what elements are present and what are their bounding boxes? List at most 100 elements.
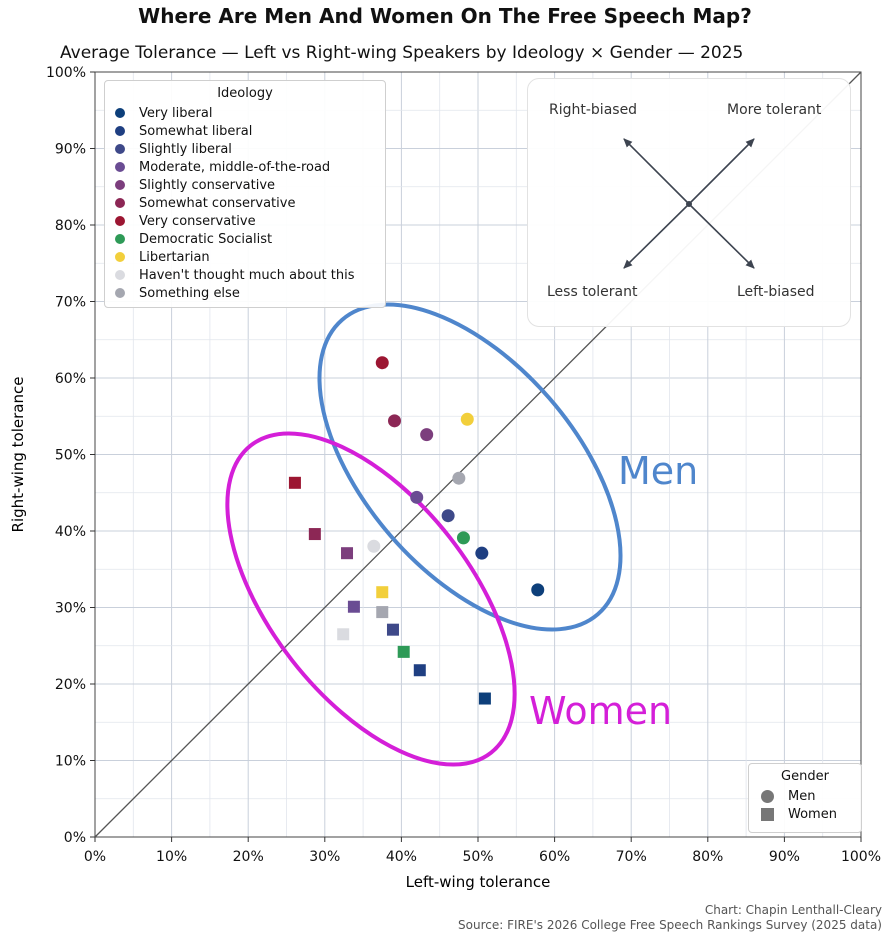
women-point [341, 547, 354, 560]
men-annotation: Men [618, 449, 698, 493]
ideology-legend-item: Very liberal [105, 104, 385, 122]
gender-legend-title: Gender [781, 769, 829, 784]
y-tick-label: 60% [55, 371, 86, 387]
ideology-legend-item: Slightly liberal [105, 140, 385, 158]
ideology-legend-label: Very conservative [139, 213, 256, 229]
men-point [420, 428, 434, 442]
x-tick-label: 60% [539, 849, 570, 865]
men-point [388, 414, 402, 428]
women-ellipse [225, 431, 517, 767]
ideology-legend-item: Somewhat conservative [105, 194, 385, 212]
chart-subtitle: Average Tolerance — Left vs Right-wing S… [60, 43, 744, 63]
square-marker-icon [761, 807, 774, 821]
y-tick-label: 0% [64, 830, 86, 846]
women-point [347, 600, 360, 613]
ideology-legend-item: Moderate, middle-of-the-road [105, 158, 385, 176]
data-points [288, 356, 545, 705]
y-axis-label: Right-wing tolerance [9, 377, 27, 533]
legend-dot-icon [115, 180, 125, 190]
women-point [413, 664, 426, 677]
x-tick-label: 40% [386, 849, 417, 865]
ideology-legend-label: Somewhat liberal [139, 123, 253, 139]
arrow-left-biased [688, 203, 755, 269]
x-tick-label: 80% [692, 849, 723, 865]
x-tick-label: 20% [233, 849, 264, 865]
y-tick-label: 20% [55, 677, 86, 693]
ideology-legend-label: Libertarian [139, 249, 210, 265]
x-tick-label: 10% [156, 849, 187, 865]
legend-dot-icon [115, 234, 125, 244]
x-axis-label: Left-wing tolerance [406, 873, 551, 891]
men-point [410, 490, 424, 504]
ideology-legend-label: Very liberal [139, 105, 213, 121]
women-point [478, 692, 491, 705]
gender-legend-men-label: Men [788, 788, 816, 804]
gender-legend-men: Men [749, 787, 861, 805]
y-tick-label: 100% [46, 65, 86, 81]
legend-dot-icon [115, 288, 125, 298]
ideology-legend-label: Democratic Socialist [139, 231, 273, 247]
chart-credit: Chart: Chapin Lenthall-Cleary Source: FI… [458, 903, 882, 933]
women-annotation: Women [529, 689, 672, 733]
men-point [452, 471, 466, 485]
women-point [337, 628, 350, 641]
ideology-legend-item: Democratic Socialist [105, 230, 385, 248]
men-point [375, 356, 389, 370]
x-tick-label: 0% [84, 849, 106, 865]
ideology-legend-label: Something else [139, 285, 240, 301]
women-point [376, 586, 389, 599]
chart-title: Where Are Men And Women On The Free Spee… [138, 4, 752, 28]
ideology-legend-label: Moderate, middle-of-the-road [139, 159, 331, 175]
label-more-tolerant: More tolerant [727, 102, 822, 118]
legend-dot-icon [115, 162, 125, 172]
ideology-legend-item: Very conservative [105, 212, 385, 230]
label-right-biased: Right-biased [549, 102, 638, 118]
x-tick-label: 30% [309, 849, 340, 865]
x-tick-label: 70% [616, 849, 647, 865]
men-point [367, 539, 381, 553]
men-point [456, 531, 470, 545]
ideology-legend-title: Ideology [217, 86, 273, 101]
women-point [308, 528, 321, 541]
legend-dot-icon [115, 108, 125, 118]
legend-dot-icon [115, 216, 125, 226]
ideology-legend-label: Haven't thought much about this [139, 267, 355, 283]
label-left-biased: Left-biased [737, 284, 815, 300]
direction-key: Right-biased More tolerant Less tolerant… [527, 78, 851, 327]
women-point [386, 623, 399, 636]
credit-author: Chart: Chapin Lenthall-Cleary [704, 903, 882, 917]
y-tick-label: 70% [55, 295, 86, 311]
women-point [397, 645, 410, 658]
arrow-more-tolerant [688, 138, 755, 205]
arrow-right-biased [623, 138, 690, 205]
direction-arrows [623, 138, 755, 269]
men-point [460, 412, 474, 426]
y-tick-label: 40% [55, 524, 86, 540]
men-point [441, 509, 455, 523]
women-point [376, 606, 389, 619]
ideology-legend-item: Somewhat liberal [105, 122, 385, 140]
ideology-legend-item: Libertarian [105, 248, 385, 266]
circle-marker-icon [761, 789, 774, 803]
legend-dot-icon [115, 198, 125, 208]
legend-dot-icon [115, 270, 125, 280]
x-tick-label: 90% [769, 849, 800, 865]
ideology-legend-label: Slightly conservative [139, 177, 276, 193]
x-tick-label: 50% [462, 849, 493, 865]
group-ellipses [225, 302, 623, 767]
legend-dot-icon [115, 126, 125, 136]
ideology-legend-label: Slightly liberal [139, 141, 232, 157]
x-tick-label: 100% [841, 849, 881, 865]
arrow-less-tolerant [623, 203, 690, 269]
credit-source: Source: FIRE's 2026 College Free Speech … [458, 918, 882, 932]
legend-dot-icon [115, 144, 125, 154]
gender-legend-women: Women [749, 805, 861, 823]
women-point [288, 476, 301, 489]
gender-legend-women-label: Women [788, 806, 837, 822]
ideology-legend-label: Somewhat conservative [139, 195, 296, 211]
gender-legend: Gender Men Women [748, 763, 862, 833]
ideology-legend-item: Haven't thought much about this [105, 266, 385, 284]
arrow-center [686, 201, 692, 207]
men-ellipse [317, 302, 623, 632]
y-tick-label: 30% [55, 601, 86, 617]
